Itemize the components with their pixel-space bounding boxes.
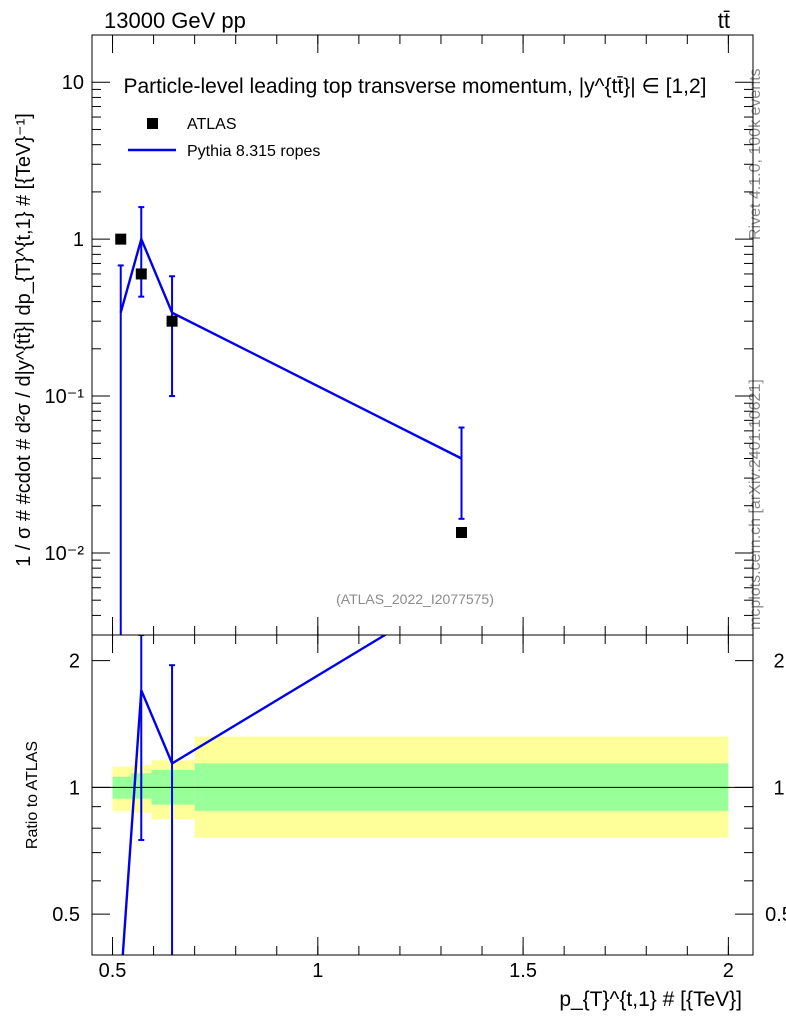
ratio-marks: [121, 635, 388, 955]
chart-title: Particle-level leading top transverse mo…: [124, 75, 707, 98]
ratio-y-axis-label: Ratio to ATLAS: [24, 741, 41, 849]
main-y-axis-label: 1 / σ # #cdot # d²σ / d|y^{tt̄}| dp_{T}^…: [13, 113, 35, 567]
legend-marker-atlas: [147, 118, 158, 129]
ratio-y-tick-label-right: 2: [773, 651, 784, 673]
legend: ATLAS Pythia 8.315 ropes: [128, 116, 320, 160]
atlas-data-point: [115, 233, 127, 245]
main-y-tick-label: 10⁻¹: [45, 386, 85, 408]
atlas-data-point: [166, 315, 178, 327]
x-tick-label: 1: [312, 960, 323, 982]
x-axis-label: p_{T}^{t,1} # [{TeV}]: [559, 988, 742, 1011]
ratio-mc-line: [121, 635, 388, 955]
ratio-uncertainty-bands: [92, 736, 753, 838]
ratio-y-tick-label: 1: [69, 777, 80, 799]
header-left: 13000 GeV pp: [104, 8, 246, 33]
mc-line: [119, 235, 463, 460]
ratio-y-tick-label: 0.5: [52, 904, 80, 926]
x-tick-label: 0.5: [99, 960, 127, 982]
atlas-data-point: [456, 527, 468, 539]
main-y-tick-label: 10: [62, 72, 84, 94]
main-y-tick-label: 1: [73, 229, 84, 251]
main-marks: [115, 206, 468, 635]
main-y-tick-label: 10⁻²: [45, 543, 85, 565]
x-tick-label: 2: [723, 960, 734, 982]
source-label: mcplots.cern.ch [arXiv:2401.10621]: [747, 379, 764, 630]
x-tick-label: 1.5: [509, 960, 537, 982]
ratio-frame: [91, 634, 754, 956]
ratio-panel: 0.5 0.5 1 1 2 2 0.5 1 1.5 2 Ratio to ATLAS p_{T}^…: [24, 634, 786, 1011]
ratio-y-tick-label-right: 0.5: [765, 904, 786, 926]
ratio-y-tick-label: 2: [69, 651, 80, 673]
ratio-axis-ticks: 0.5 0.5 1 1 2 2 0.5 1 1.5 2: [52, 635, 786, 982]
ratio-y-tick-label-right: 1: [773, 777, 784, 799]
main-panel: 10 1 10⁻¹ 10⁻² Particle-level leading top t…: [13, 34, 754, 636]
legend-label-atlas: ATLAS: [187, 116, 237, 133]
legend-label-pythia: Pythia 8.315 ropes: [187, 143, 320, 160]
analysis-watermark: (ATLAS_2022_I2077575): [336, 591, 494, 607]
atlas-data-point: [135, 268, 147, 280]
rivet-version-label: Rivet 4.1.0, 100k events: [747, 68, 764, 240]
header-right: tt̄: [718, 8, 730, 33]
